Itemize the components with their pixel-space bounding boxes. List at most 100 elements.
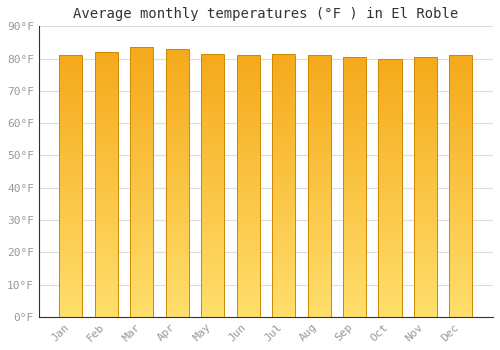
Bar [201,76,224,80]
Bar [201,155,224,159]
Bar [378,270,402,274]
Bar [414,282,437,287]
Bar [308,265,330,269]
Bar [272,194,295,198]
Bar [236,55,260,60]
Bar [95,132,118,136]
Bar [130,223,154,227]
Bar [450,77,472,82]
Bar [201,225,224,229]
Bar [201,190,224,194]
Bar [378,313,402,317]
Bar [272,137,295,141]
Bar [378,239,402,244]
Bar [130,150,154,155]
Bar [130,56,154,61]
Bar [450,278,472,282]
Bar [60,290,82,295]
Bar [272,225,295,229]
Bar [95,242,118,246]
Bar [95,224,118,229]
Bar [236,130,260,134]
Bar [272,198,295,203]
Bar [414,269,437,273]
Bar [130,97,154,101]
Bar [130,227,154,231]
Bar [236,225,260,230]
Bar [95,123,118,127]
Bar [308,77,330,82]
Bar [60,269,82,273]
Bar [272,207,295,211]
Bar [166,125,189,129]
Bar [201,277,224,282]
Bar [378,192,402,196]
Bar [60,103,82,108]
Bar [272,295,295,299]
Bar [272,150,295,155]
Bar [130,263,154,267]
Bar [201,54,224,58]
Bar [60,82,82,86]
Bar [308,313,330,317]
Bar [236,99,260,103]
Bar [272,264,295,268]
Bar [308,177,330,182]
Bar [308,147,330,151]
Bar [272,313,295,317]
Bar [95,237,118,242]
Bar [378,252,402,257]
Bar [343,291,366,295]
Bar [343,144,366,148]
Bar [166,49,189,317]
Bar [236,195,260,199]
Bar [60,190,82,195]
Bar [450,308,472,313]
Bar [308,173,330,177]
Bar [201,290,224,295]
Bar [60,73,82,77]
Bar [60,295,82,299]
Bar [450,147,472,151]
Bar [414,213,437,217]
Bar [130,101,154,106]
Bar [272,106,295,111]
Bar [414,122,437,126]
Bar [308,55,330,317]
Bar [60,265,82,269]
Bar [272,304,295,308]
Bar [308,212,330,217]
Bar [272,220,295,225]
Bar [450,99,472,103]
Bar [378,89,402,93]
Bar [414,144,437,148]
Bar [130,119,154,124]
Bar [450,265,472,269]
Bar [236,90,260,94]
Bar [201,304,224,308]
Bar [95,145,118,149]
Bar [95,127,118,132]
Bar [414,126,437,131]
Bar [236,77,260,82]
Bar [60,112,82,116]
Bar [414,256,437,260]
Bar [343,273,366,278]
Bar [308,130,330,134]
Bar [343,265,366,269]
Bar [60,299,82,304]
Bar [236,256,260,260]
Bar [60,147,82,151]
Bar [450,134,472,138]
Bar [308,155,330,160]
Bar [236,234,260,238]
Bar [95,83,118,88]
Bar [166,286,189,290]
Bar [308,251,330,256]
Bar [343,239,366,243]
Bar [95,149,118,154]
Bar [378,295,402,300]
Bar [272,256,295,260]
Bar [201,84,224,89]
Bar [201,185,224,190]
